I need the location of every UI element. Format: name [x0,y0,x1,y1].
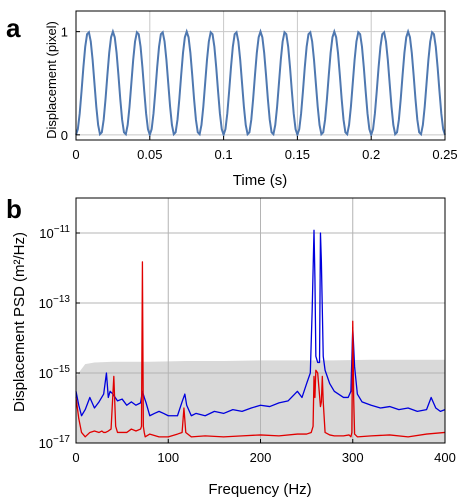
panel-a-xtick-label: 0.15 [285,147,310,162]
panel-a-xtick-label: 0 [72,147,79,162]
panel-b-ytick-label: 10−11 [39,224,70,241]
panel-a-ylabel: Displacement (pixel) [44,21,59,139]
red-psd-series [75,261,446,438]
panel-b-xtick-label: 0 [72,450,79,465]
panel-b-ytick-label: 10−15 [39,364,71,381]
panel-a-ytick-label: 1 [61,25,68,40]
panel-b-xtick-label: 100 [157,450,179,465]
panel-a-xtick-label: 0.25 [432,147,457,162]
panel-a-letter: a [6,13,21,43]
panel-b-xlabel: Frequency (Hz) [208,481,311,498]
panel-b: b 0 100 200 300 400 10−17 10−15 10−13 10−11 Freq… [6,194,456,498]
panel-b-ylabel: Displacement PSD (m²/Hz) [11,232,28,412]
panel-a-ytick-label: 0 [61,128,68,143]
displacement-series-line [75,28,446,139]
panel-a-ticks: 0 0.05 0.1 0.15 0.2 0.25 0 1 [61,25,458,162]
panel-a-frame [75,10,446,141]
panel-a-xtick-label: 0.05 [137,147,162,162]
panel-a: a 0 0.05 0.1 0.15 0.2 0.25 0 1 Time (s) Displac… [6,10,458,189]
panel-a-xtick-label: 0.1 [215,147,233,162]
blue-psd-series [75,229,446,417]
panel-b-ticks: 0 100 200 300 400 10−17 10−15 10−13 10−11 [39,224,456,465]
panel-b-ytick-label: 10−13 [39,294,71,311]
panel-b-xtick-label: 400 [434,450,456,465]
panel-b-grid [76,198,445,443]
panel-b-letter: b [6,194,22,224]
panel-b-xtick-label: 300 [342,450,364,465]
panel-a-xtick-label: 0.2 [362,147,380,162]
panel-a-xlabel: Time (s) [233,172,287,189]
panel-b-xtick-label: 200 [250,450,272,465]
panel-b-ytick-label: 10−17 [39,434,71,451]
